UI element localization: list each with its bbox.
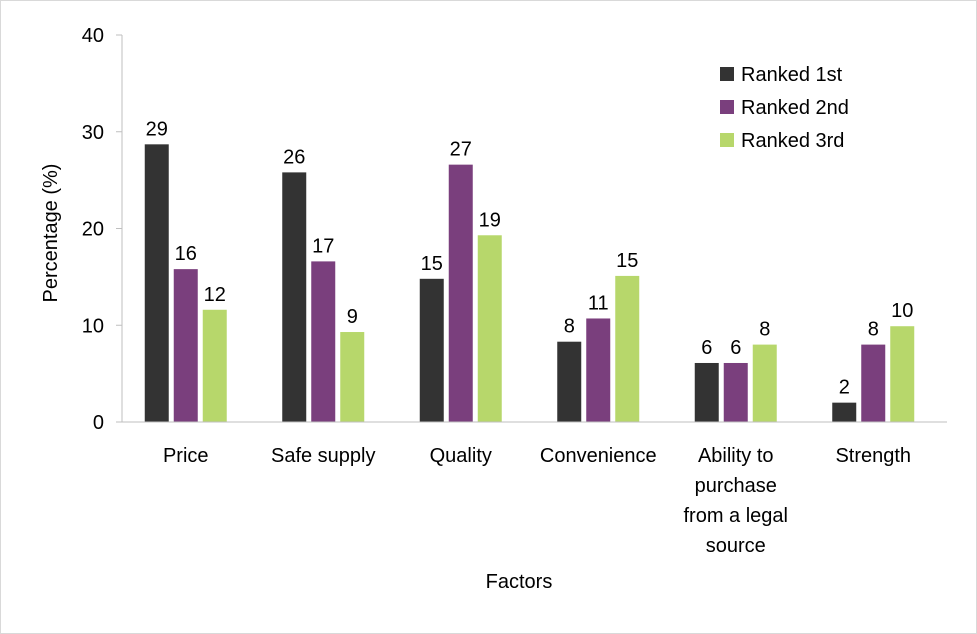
y-tick-label: 20 [82,219,104,241]
bar [723,362,748,422]
x-tick-label: Quality [430,445,492,467]
legend-swatch [720,67,734,81]
legend-label: Ranked 2nd [741,97,849,119]
data-label: 19 [479,209,501,231]
bar [448,164,473,422]
x-axis: Price Safe supply Quality Convenience Abilit… [122,421,947,557]
bar [861,344,886,422]
data-label: 6 [730,337,741,359]
legend-swatch [720,100,734,114]
bar [340,332,365,422]
bar [890,326,915,422]
data-label: 16 [175,243,197,265]
data-label: 8 [759,319,770,341]
legend-label: Ranked 1st [741,64,843,86]
x-tick-label: Safe supply [271,445,376,467]
bar [419,278,444,422]
legend-label: Ranked 3rd [741,130,844,152]
x-tick-label: Convenience [540,445,657,467]
data-label: 26 [283,146,305,168]
bar [202,309,227,422]
bar [282,172,307,422]
data-label: 8 [564,316,575,338]
data-label: 2 [839,377,850,399]
bar [586,318,611,422]
legend-swatch [720,133,734,147]
x-tick-label: Price [163,445,209,467]
data-label: 29 [146,118,168,140]
bar [477,235,502,422]
y-tick-label: 40 [82,25,104,47]
bar [694,362,719,422]
bar [173,269,198,422]
y-tick-label: 30 [82,122,104,144]
x-axis-title: Factors [486,571,553,593]
bar [832,402,857,422]
data-label: 17 [312,235,334,257]
data-label: 6 [701,337,712,359]
bar [752,344,777,422]
bar [557,341,582,422]
x-tick-label: Ability to purchase from a legal source [684,445,789,557]
y-tick-label: 0 [93,412,104,434]
data-label: 8 [868,319,879,341]
data-label: 10 [891,300,913,322]
data-label: 27 [450,139,472,161]
data-label: 11 [588,292,609,314]
y-tick-label: 10 [82,315,104,337]
data-label: 15 [421,253,443,275]
y-axis: 0 10 20 30 40 [82,25,123,434]
x-tick-label: Strength [835,445,911,467]
bar [615,275,640,422]
data-label: 15 [616,250,638,272]
legend: Ranked 1st Ranked 2nd Ranked 3rd [720,64,849,152]
bar [144,144,169,422]
bar [311,261,336,422]
data-label: 9 [347,306,358,328]
y-axis-title: Percentage (%) [40,164,62,303]
data-label: 12 [204,284,226,306]
